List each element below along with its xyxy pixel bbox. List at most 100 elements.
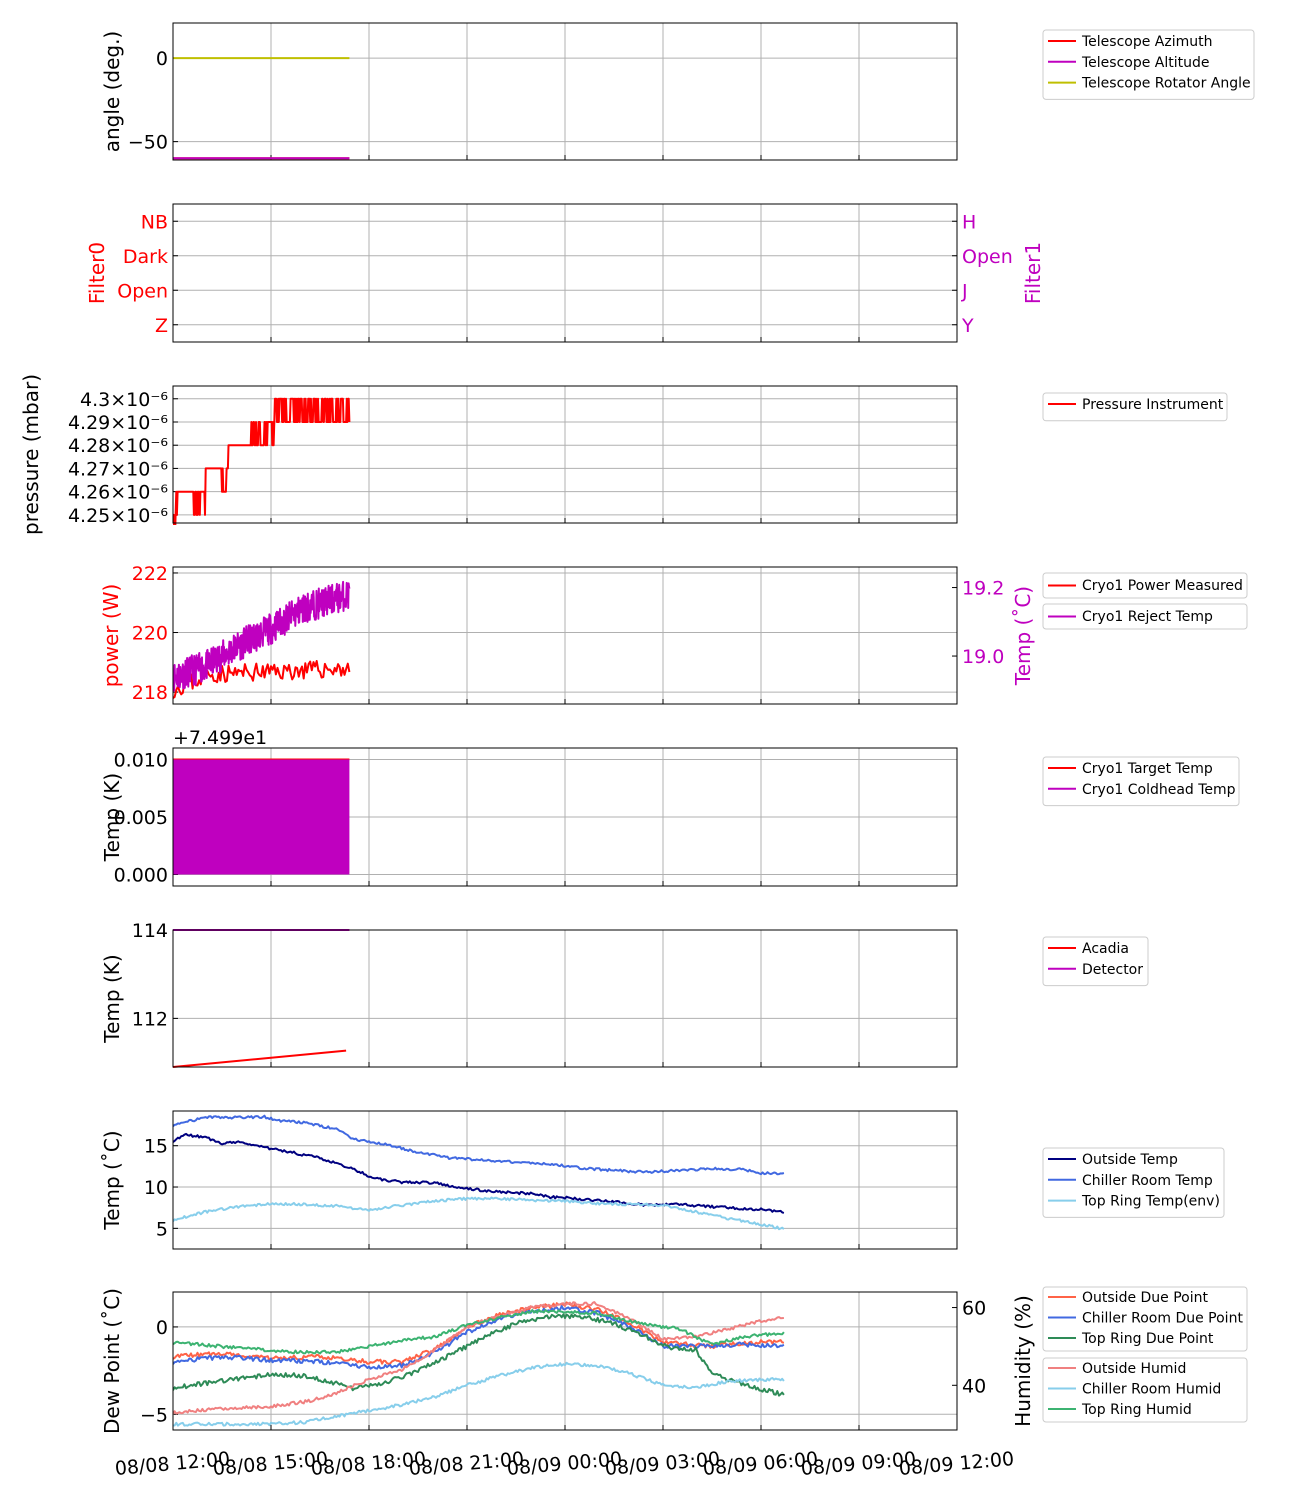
series-group <box>173 1114 785 1231</box>
legend-frame <box>1042 392 1228 422</box>
y-right-tick-label: Open <box>962 246 1013 268</box>
legend-label: Cryo1 Reject Temp <box>1082 609 1213 625</box>
series-line-cryo1-reject-temp <box>173 580 351 693</box>
legend-label: Outside Due Point <box>1082 1290 1209 1306</box>
legend: Pressure Instrument <box>1042 392 1228 422</box>
y-tick-label: 10 <box>144 1177 168 1199</box>
series-line-top-ring-humid <box>173 1308 785 1355</box>
y-right-tick-label: H <box>962 211 976 233</box>
panel-frame <box>172 1291 958 1431</box>
series-line-top-ring-due-point <box>173 1313 785 1397</box>
y-tick-label: 5 <box>156 1218 168 1240</box>
legend-frame <box>1042 572 1248 599</box>
y-tick-label: 4.3×10⁻⁶ <box>80 389 168 411</box>
y-axis-label: pressure (mbar) <box>19 374 43 535</box>
legend-label: Detector <box>1082 962 1143 978</box>
legend-label: Acadia <box>1082 941 1129 957</box>
series-group <box>173 397 351 525</box>
y-tick-label: 4.29×10⁻⁶ <box>68 412 168 434</box>
y-offset-label: +7.499e1 <box>173 727 267 749</box>
y-tick-label: 112 <box>132 1008 168 1030</box>
panel-pressure: 4.25×10⁻⁶4.26×10⁻⁶4.27×10⁻⁶4.28×10⁻⁶4.29… <box>19 374 1228 535</box>
legend-label: Chiller Room Humid <box>1082 1382 1221 1398</box>
y-right-axis-label: Temp (˚C) <box>1011 586 1035 686</box>
legend-frame <box>1042 603 1248 630</box>
legend-frame <box>1042 1147 1225 1218</box>
legend: Cryo1 Target Temp Cryo1 Coldhead Temp <box>1042 756 1240 807</box>
y-axis-label: Filter0 <box>85 242 109 304</box>
panel-filters: Z Open Dark NB YJ Open H Filter0 Filter1 <box>85 203 1045 343</box>
panel-dew_humid: −5 0 40 60 Dew Point (˚C) Humidity (%) Outside… <box>100 1286 1248 1434</box>
y-tick-label: 0.005 <box>114 807 168 829</box>
series-line-top-ring-temp-env- <box>173 1196 785 1231</box>
y-tick-label: 218 <box>132 682 168 704</box>
series-line-acadia <box>173 1049 347 1068</box>
series-group <box>173 57 350 160</box>
panel-cryo_power: 218 220 222 19.0 19.2 power (W) Temp (˚C) Cryo1… <box>99 563 1248 705</box>
legend: Acadia Detector <box>1042 936 1149 987</box>
legend-label: Telescope Rotator Angle <box>1081 76 1251 92</box>
legend: Outside Due Point Chiller Room Due Point T… <box>1042 1286 1248 1423</box>
y-tick-label: 4.26×10⁻⁶ <box>68 482 168 504</box>
legend-frame <box>1042 1286 1248 1352</box>
y-tick-label: 0 <box>156 48 168 70</box>
y-right-tick-label: 19.2 <box>962 578 1004 600</box>
y-tick-label: Open <box>117 280 168 302</box>
legend-label: Chiller Room Due Point <box>1082 1311 1243 1327</box>
series-group <box>173 1301 785 1427</box>
series-group <box>173 929 350 1068</box>
panel-env_temp: 5 10 15 Temp (˚C) Outside Temp Chiller Room T… <box>100 1110 1225 1250</box>
legend: Cryo1 Power Measured Cryo1 Reject Temp <box>1042 572 1248 630</box>
legend-label: Outside Humid <box>1082 1361 1186 1377</box>
legend-label: Top Ring Temp(env) <box>1081 1194 1220 1210</box>
panel-frame <box>172 566 958 705</box>
panel-frame <box>172 203 958 343</box>
panel-frame <box>172 1110 958 1250</box>
y-tick-label: Dark <box>123 246 168 268</box>
y-axis-label: Temp (K) <box>100 773 124 862</box>
legend-label: Pressure Instrument <box>1082 397 1224 413</box>
legend-label: Telescope Altitude <box>1081 55 1210 71</box>
panel-detector: 112 114 Temp (K) Acadia Detector <box>100 920 1149 1068</box>
y-tick-label: 0.010 <box>114 750 168 772</box>
y-tick-label: −50 <box>128 132 168 154</box>
y-right-tick-label: 60 <box>962 1298 986 1320</box>
legend-label: Telescope Azimuth <box>1081 34 1212 50</box>
series-line-cryo1-coldhead-temp <box>173 759 350 875</box>
legend-label: Chiller Room Temp <box>1082 1173 1213 1189</box>
y-tick-label: 4.25×10⁻⁶ <box>68 505 168 527</box>
panel-frame <box>172 929 958 1068</box>
y-tick-label: NB <box>141 211 168 233</box>
y-axis-label: power (W) <box>99 584 123 688</box>
legend-label: Cryo1 Power Measured <box>1082 578 1243 594</box>
legend-label: Top Ring Due Point <box>1081 1331 1214 1347</box>
x-tick-label: 08/09 12:00 <box>898 1448 1015 1480</box>
y-right-tick-label: Y <box>961 315 974 337</box>
y-right-tick-label: 19.0 <box>962 646 1004 668</box>
series-line-chiller-room-humid <box>173 1361 785 1427</box>
series-group <box>173 580 351 699</box>
y-tick-label: −5 <box>140 1404 168 1426</box>
y-tick-label: 0.000 <box>114 865 168 887</box>
legend-frame <box>1042 29 1255 100</box>
legend-label: Outside Temp <box>1082 1152 1178 1168</box>
legend-frame <box>1042 1357 1248 1423</box>
legend: Telescope Azimuth Telescope Altitude Teles… <box>1042 29 1255 100</box>
legend-frame <box>1042 756 1240 807</box>
y-tick-label: Z <box>155 315 168 337</box>
y-right-tick-label: J <box>961 280 968 302</box>
y-axis-label: Dew Point (˚C) <box>100 1288 124 1434</box>
series-line-chiller-room-temp <box>173 1114 785 1176</box>
y-tick-label: 0 <box>156 1317 168 1339</box>
y-axis-label: Temp (K) <box>100 954 124 1043</box>
series-group <box>173 758 350 875</box>
y-axis-label: Temp (˚C) <box>100 1130 124 1230</box>
y-right-axis-label: Humidity (%) <box>1011 1295 1035 1427</box>
legend-label: Top Ring Humid <box>1081 1402 1192 1418</box>
legend-label: Cryo1 Coldhead Temp <box>1082 782 1236 798</box>
y-tick-label: 114 <box>132 920 168 942</box>
y-tick-label: 4.27×10⁻⁶ <box>68 458 168 480</box>
